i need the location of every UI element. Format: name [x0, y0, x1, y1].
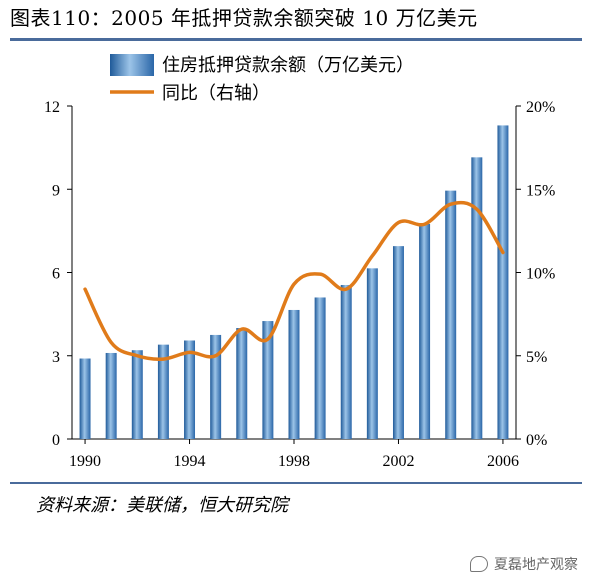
chart-title: 图表110：2005 年抵押贷款余额突破 10 万亿美元: [10, 6, 478, 30]
chart: 住房抵押贷款余额（万亿美元） 同比（右轴） 0 3 6 9 12 0% 5% 10% 15% 20…: [44, 54, 555, 470]
x-tick-label: 2006: [487, 453, 519, 470]
line-series: [83, 200, 505, 361]
x-tick-label: 2002: [382, 453, 414, 470]
legend: 住房抵押贷款余额（万亿美元） 同比（右轴）: [110, 54, 414, 104]
left-tick-label: 3: [52, 349, 60, 366]
left-tick-label: 6: [52, 266, 60, 283]
bar: [497, 125, 509, 440]
right-tick-label: 0%: [526, 432, 547, 449]
bar: [184, 340, 196, 439]
bar: [314, 297, 326, 439]
bar: [157, 344, 169, 439]
chat-bubble-icon: [470, 556, 488, 572]
right-tick-label: 15%: [526, 182, 555, 199]
bar: [210, 334, 222, 439]
source-note: 资料来源：美联储，恒大研究院: [36, 495, 288, 516]
legend-line-label: 同比（右轴）: [162, 83, 270, 104]
x-tick-label: 1998: [278, 453, 310, 470]
title-divider: [10, 38, 582, 41]
source-divider: [10, 482, 582, 484]
bar: [366, 268, 378, 439]
right-tick-label: 20%: [526, 99, 555, 116]
bar: [419, 223, 431, 439]
legend-bar-swatch: [110, 54, 154, 76]
bar: [131, 350, 143, 439]
legend-bar-label: 住房抵押贷款余额（万亿美元）: [162, 55, 414, 76]
bar: [392, 246, 404, 439]
bar: [79, 358, 91, 439]
bar: [445, 190, 457, 439]
bar-series: [79, 125, 509, 440]
watermark: 夏磊地产观察: [470, 554, 578, 574]
bar: [340, 284, 352, 439]
left-tick-label: 12: [44, 99, 60, 116]
x-tick-label: 1990: [69, 453, 101, 470]
right-tick-label: 10%: [526, 266, 555, 283]
x-tick-label: 1994: [174, 453, 206, 470]
left-tick-label: 0: [52, 432, 60, 449]
axes: 0 3 6 9 12 0% 5% 10% 15% 20% 1990 1994 1998 2002 2006: [44, 99, 555, 470]
bar: [262, 321, 274, 439]
right-tick-label: 5%: [526, 349, 547, 366]
watermark-text: 夏磊地产观察: [494, 557, 578, 573]
bar: [236, 328, 248, 439]
left-tick-label: 9: [52, 182, 60, 199]
bar: [105, 352, 117, 439]
bar: [471, 157, 483, 439]
bar: [288, 309, 300, 439]
